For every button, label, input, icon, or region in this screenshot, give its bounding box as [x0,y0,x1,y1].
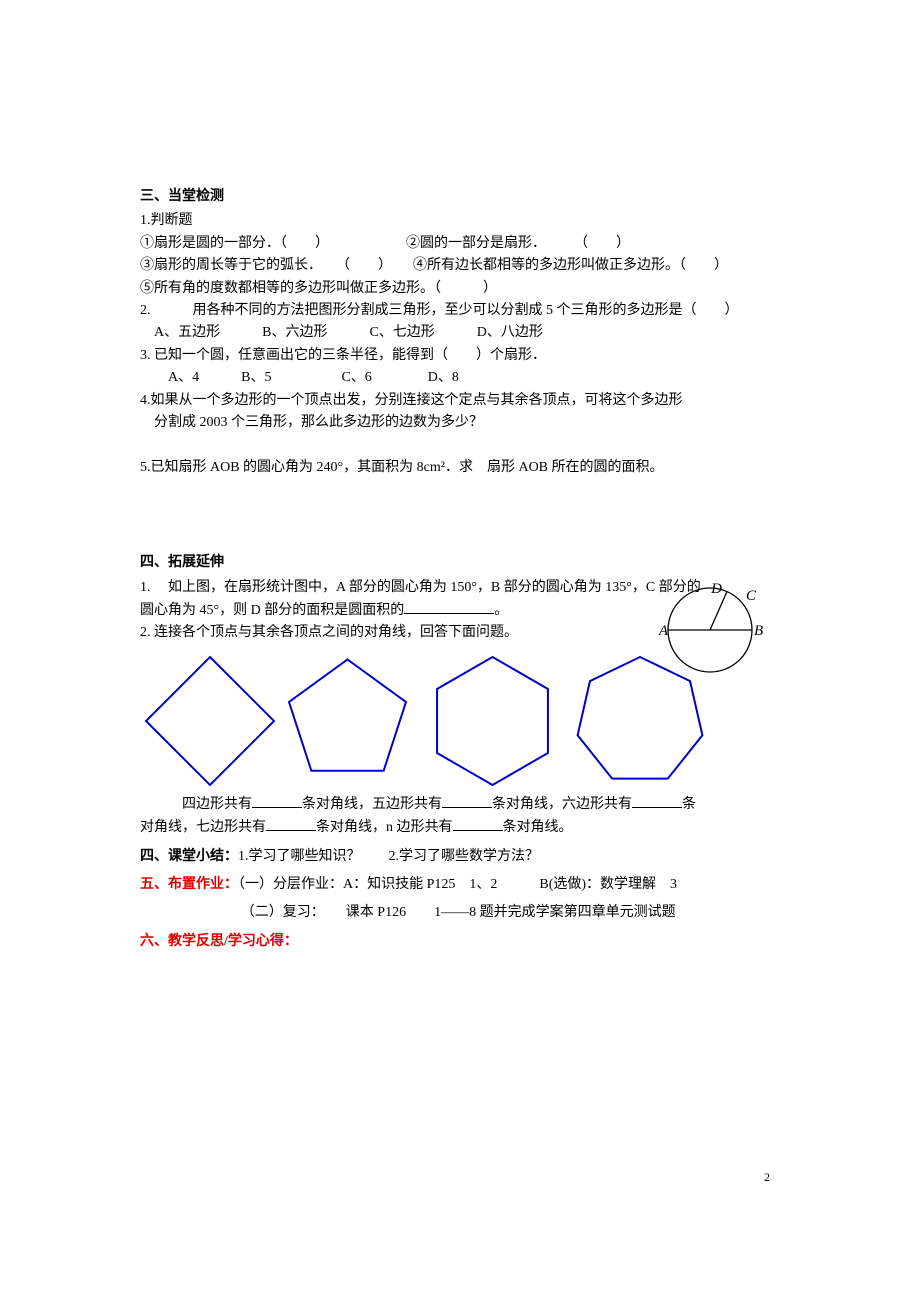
fb: 条对角线，五边形共有 [302,797,442,812]
sector-figure: A B C D [655,575,775,675]
polygon-6 [415,651,570,791]
q2-text: 2. 用各种不同的方法把图形分割成三角形，至少可以分割成 5 个三角形的多边形是… [140,300,780,322]
fe: 对角线，七边形共有 [140,820,266,835]
fd: 条 [682,797,696,812]
fa: 四边形共有 [140,797,252,812]
ff: 条对角线，n 边形共有 [316,820,453,835]
fc: 条对角线，六边形共有 [492,797,632,812]
polygon-4 [140,651,280,791]
s4-q1-line2a: 圆心角为 45°，则 D 部分的面积是圆面积的 [140,603,404,618]
q4-line2: 分割成 2003 个三角形，那么此多边形的边数为多少？ [140,412,780,434]
figure-label-d: D [710,581,722,597]
q5-text: 5.已知扇形 AOB 的圆心角为 240°，其面积为 8cm²．求 扇形 AOB… [140,457,780,479]
figure-label-c: C [746,588,757,604]
hw-label: 五、布置作业： [140,877,238,892]
q1-head: 1.判断题 [140,210,780,232]
summary-text: 1.学习了哪些知识？ 2.学习了哪些数学方法？ [238,849,539,864]
hw-line2: （二）复习： 课本 P126 1——8 题并完成学案第四章单元测试题 [140,902,780,924]
blank-5gon[interactable] [442,793,492,808]
blank-ngon[interactable] [453,816,503,831]
q3-text: 3. 已知一个圆，任意画出它的三条半径，能得到（ ）个扇形． [140,345,780,367]
summary-line: 四、课堂小结：1.学习了哪些知识？ 2.学习了哪些数学方法？ [140,846,780,868]
q1-line3: ⑤所有角的度数都相等的多边形叫做正多边形。（ ） [140,278,780,300]
hw-line1: 五、布置作业：（一）分层作业：A：知识技能 P125 1、2 B(选做)：数学理… [140,874,780,896]
figure-label-b: B [754,623,763,639]
q1-line2: ③扇形的周长等于它的弧长． （ ） ④所有边长都相等的多边形叫做正多边形。（ ） [140,255,780,277]
q4-line1: 4.如果从一个多边形的一个顶点出发，分别连接这个定点与其余各顶点，可将这个多边形 [140,390,780,412]
q2-opts: A、五边形 B、六边形 C、七边形 D、八边形 [140,322,780,344]
figure-radius-d [710,592,727,631]
blank-6gon[interactable] [632,793,682,808]
blank-4gon[interactable] [252,793,302,808]
section-3-title: 三、当堂检测 [140,186,780,208]
blank-7gon[interactable] [266,816,316,831]
s4-q1-line2b: 。 [494,603,508,618]
page-number: 2 [764,1168,770,1187]
hw-text1: （一）分层作业：A：知识技能 P125 1、2 B(选做)：数学理解 3 [238,877,677,892]
fg: 条对角线。 [503,820,573,835]
q1-line1: ①扇形是圆的一部分．（ ） ②圆的一部分是扇形． （ ） [140,233,780,255]
s4-q2-fill1: 四边形共有 条对角线，五边形共有 条对角线，六边形共有 条 [140,793,780,816]
blank-d-area[interactable] [404,599,494,614]
s4-q2-fill2: 对角线，七边形共有 条对角线，n 边形共有 条对角线。 [140,816,780,839]
polygon-5 [280,651,415,791]
figure-label-a: A [658,623,669,639]
summary-label: 四、课堂小结： [140,849,238,864]
reflect-title: 六、教学反思/学习心得： [140,931,780,953]
section-4-title: 四、拓展延伸 [140,552,780,574]
q3-opts: A、4 B、5 C、6 D、8 [140,367,780,389]
page: 三、当堂检测 1.判断题 ①扇形是圆的一部分．（ ） ②圆的一部分是扇形． （ … [0,0,920,1302]
